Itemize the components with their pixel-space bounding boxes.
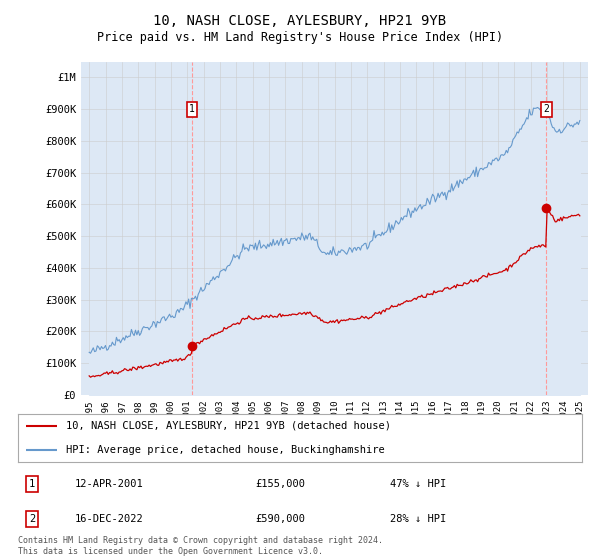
Text: Contains HM Land Registry data © Crown copyright and database right 2024.
This d: Contains HM Land Registry data © Crown c… bbox=[18, 536, 383, 556]
Text: £590,000: £590,000 bbox=[255, 514, 305, 524]
Text: HPI: Average price, detached house, Buckinghamshire: HPI: Average price, detached house, Buck… bbox=[66, 445, 385, 455]
Text: Price paid vs. HM Land Registry's House Price Index (HPI): Price paid vs. HM Land Registry's House … bbox=[97, 31, 503, 44]
Text: 2: 2 bbox=[29, 514, 35, 524]
Text: 1: 1 bbox=[29, 479, 35, 489]
Text: 16-DEC-2022: 16-DEC-2022 bbox=[74, 514, 143, 524]
Text: 12-APR-2001: 12-APR-2001 bbox=[74, 479, 143, 489]
Text: 1: 1 bbox=[189, 104, 195, 114]
Text: £155,000: £155,000 bbox=[255, 479, 305, 489]
Text: 28% ↓ HPI: 28% ↓ HPI bbox=[390, 514, 446, 524]
Text: 10, NASH CLOSE, AYLESBURY, HP21 9YB: 10, NASH CLOSE, AYLESBURY, HP21 9YB bbox=[154, 14, 446, 28]
Text: 10, NASH CLOSE, AYLESBURY, HP21 9YB (detached house): 10, NASH CLOSE, AYLESBURY, HP21 9YB (det… bbox=[66, 421, 391, 431]
Text: 47% ↓ HPI: 47% ↓ HPI bbox=[390, 479, 446, 489]
Text: 2: 2 bbox=[544, 104, 550, 114]
